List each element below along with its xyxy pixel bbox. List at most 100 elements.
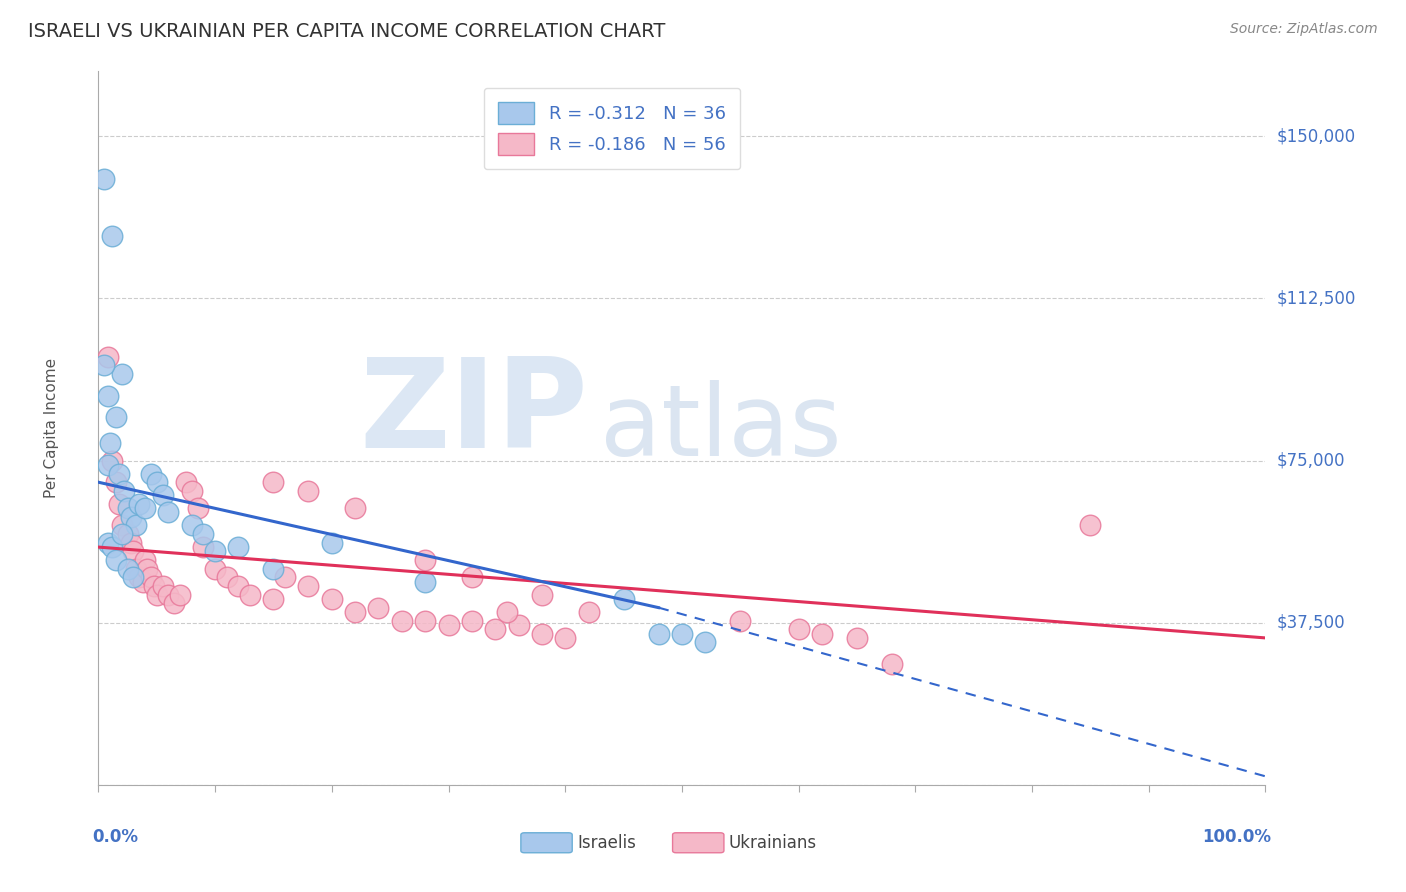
Point bbox=[787, 622, 810, 636]
Point bbox=[174, 475, 197, 490]
Point bbox=[152, 488, 174, 502]
Point bbox=[104, 553, 127, 567]
Point bbox=[391, 614, 413, 628]
Point bbox=[695, 635, 717, 649]
Point bbox=[613, 592, 636, 607]
Point bbox=[163, 596, 186, 610]
FancyBboxPatch shape bbox=[672, 833, 724, 853]
Text: Israelis: Israelis bbox=[576, 834, 636, 852]
Point bbox=[139, 570, 162, 584]
Point bbox=[97, 350, 120, 364]
Point bbox=[134, 501, 156, 516]
Point bbox=[97, 389, 120, 403]
Point bbox=[508, 618, 530, 632]
Point bbox=[484, 622, 506, 636]
Point bbox=[671, 626, 693, 640]
Point bbox=[125, 562, 148, 576]
Point bbox=[101, 453, 124, 467]
Point bbox=[413, 553, 436, 567]
Point bbox=[578, 605, 600, 619]
Text: 0.0%: 0.0% bbox=[93, 828, 139, 846]
Point bbox=[93, 359, 115, 373]
Point bbox=[101, 540, 124, 554]
Text: $37,500: $37,500 bbox=[1277, 614, 1346, 632]
Point bbox=[98, 436, 121, 450]
Point bbox=[180, 483, 202, 498]
Point bbox=[157, 588, 180, 602]
Text: ISRAELI VS UKRAINIAN PER CAPITA INCOME CORRELATION CHART: ISRAELI VS UKRAINIAN PER CAPITA INCOME C… bbox=[28, 22, 665, 41]
Point bbox=[228, 540, 250, 554]
Point bbox=[1080, 518, 1102, 533]
Point bbox=[274, 570, 297, 584]
Point bbox=[157, 506, 180, 520]
Point bbox=[647, 626, 669, 640]
Point bbox=[93, 172, 115, 186]
Point bbox=[120, 509, 142, 524]
Text: Per Capita Income: Per Capita Income bbox=[44, 358, 59, 499]
Point bbox=[187, 501, 209, 516]
FancyBboxPatch shape bbox=[520, 833, 572, 853]
Point bbox=[321, 592, 343, 607]
Point bbox=[97, 458, 120, 472]
Text: Source: ZipAtlas.com: Source: ZipAtlas.com bbox=[1230, 22, 1378, 37]
Point bbox=[554, 631, 576, 645]
Point bbox=[122, 544, 145, 558]
Legend: R = -0.312   N = 36, R = -0.186   N = 56: R = -0.312 N = 36, R = -0.186 N = 56 bbox=[484, 87, 740, 169]
Point bbox=[152, 579, 174, 593]
Point bbox=[97, 535, 120, 549]
Point bbox=[122, 570, 145, 584]
Point bbox=[880, 657, 903, 671]
Point bbox=[204, 544, 226, 558]
Point bbox=[120, 535, 142, 549]
Point bbox=[111, 527, 134, 541]
Point bbox=[146, 475, 169, 490]
Point bbox=[367, 600, 389, 615]
Point bbox=[730, 614, 752, 628]
Point bbox=[496, 605, 519, 619]
Point bbox=[204, 562, 226, 576]
Point bbox=[811, 626, 834, 640]
Point bbox=[193, 527, 215, 541]
Text: 100.0%: 100.0% bbox=[1202, 828, 1271, 846]
Point bbox=[143, 579, 166, 593]
Point bbox=[104, 475, 127, 490]
Text: $75,000: $75,000 bbox=[1277, 451, 1346, 469]
Point bbox=[134, 553, 156, 567]
Point bbox=[104, 410, 127, 425]
Point bbox=[228, 579, 250, 593]
Point bbox=[193, 540, 215, 554]
Point bbox=[128, 570, 150, 584]
Text: $112,500: $112,500 bbox=[1277, 289, 1355, 308]
Point bbox=[128, 497, 150, 511]
Text: $150,000: $150,000 bbox=[1277, 128, 1355, 145]
Text: Ukrainians: Ukrainians bbox=[728, 834, 817, 852]
Point bbox=[530, 588, 553, 602]
Point bbox=[112, 483, 135, 498]
Point bbox=[344, 605, 367, 619]
Point bbox=[461, 570, 484, 584]
Point bbox=[139, 467, 162, 481]
Point bbox=[413, 574, 436, 589]
Point bbox=[297, 579, 319, 593]
Point bbox=[297, 483, 319, 498]
Point bbox=[180, 518, 202, 533]
Point bbox=[846, 631, 869, 645]
Text: ZIP: ZIP bbox=[360, 353, 589, 475]
Point bbox=[117, 562, 139, 576]
Point bbox=[111, 518, 134, 533]
Point bbox=[215, 570, 238, 584]
Point bbox=[461, 614, 484, 628]
Point bbox=[262, 475, 284, 490]
Point bbox=[239, 588, 262, 602]
Point bbox=[132, 574, 155, 589]
Point bbox=[530, 626, 553, 640]
Point bbox=[117, 527, 139, 541]
Point bbox=[344, 501, 367, 516]
Text: atlas: atlas bbox=[600, 380, 842, 476]
Point bbox=[136, 562, 159, 576]
Point bbox=[437, 618, 460, 632]
Point bbox=[262, 562, 284, 576]
Point bbox=[262, 592, 284, 607]
Point bbox=[111, 367, 134, 381]
Point bbox=[413, 614, 436, 628]
